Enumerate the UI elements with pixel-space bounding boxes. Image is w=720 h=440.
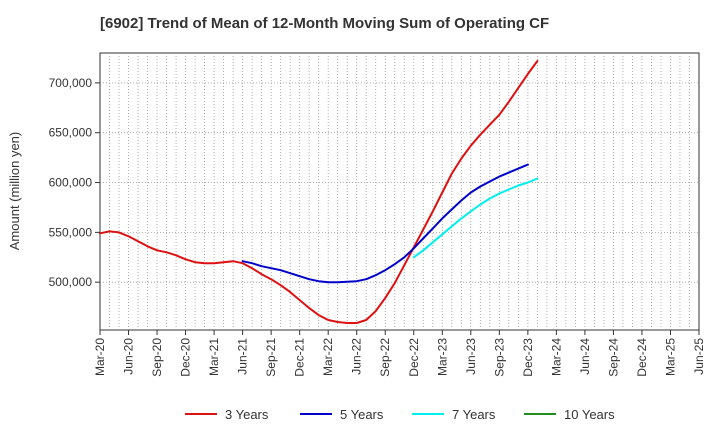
legend-label: 10 Years xyxy=(564,407,615,422)
x-tick-label: Sep-23 xyxy=(492,338,506,377)
x-tick-label: Dec-23 xyxy=(521,338,535,377)
x-tick-label: Mar-20 xyxy=(93,338,107,376)
x-tick-label: Jun-22 xyxy=(350,338,364,375)
x-tick-label: Mar-24 xyxy=(549,338,563,376)
x-tick-label: Jun-21 xyxy=(236,338,250,375)
x-tick-label: Jun-23 xyxy=(464,338,478,375)
x-tick-label: Sep-22 xyxy=(378,338,392,377)
x-tick-label: Sep-21 xyxy=(264,338,278,377)
y-tick-label: 700,000 xyxy=(49,76,93,90)
y-tick-label: 650,000 xyxy=(49,126,93,140)
x-tick-label: Mar-21 xyxy=(207,338,221,376)
y-tick-label: 500,000 xyxy=(49,275,93,289)
x-tick-label: Mar-25 xyxy=(663,338,677,376)
x-tick-label: Mar-23 xyxy=(435,338,449,376)
chart-title: [6902] Trend of Mean of 12-Month Moving … xyxy=(100,15,549,32)
legend: 3 Years 5 Years 7 Years 10 Years xyxy=(185,407,615,422)
series-line-5-years xyxy=(241,163,529,284)
legend-label: 7 Years xyxy=(452,407,496,422)
x-tick-label: Dec-22 xyxy=(407,338,421,377)
y-tick-label: 550,000 xyxy=(49,225,93,239)
series-line-3-years xyxy=(99,60,539,324)
x-tick-label: Sep-20 xyxy=(150,338,164,377)
x-tick-label: Dec-20 xyxy=(179,338,193,377)
x-tick-label: Sep-24 xyxy=(606,338,620,377)
grid-lines xyxy=(100,53,699,330)
x-tick-label: Jun-24 xyxy=(578,338,592,375)
legend-label: 5 Years xyxy=(340,407,384,422)
legend-label: 3 Years xyxy=(225,407,269,422)
x-tick-label: Jun-20 xyxy=(122,338,136,375)
y-axis-label: Amount (million yen) xyxy=(7,132,22,251)
series-line-7-years xyxy=(412,177,539,259)
plot-area xyxy=(99,52,700,331)
x-tick-label: Dec-24 xyxy=(635,338,649,377)
x-tick-label: Dec-21 xyxy=(293,338,307,377)
x-tick-label: Jun-25 xyxy=(692,338,706,375)
x-axis-ticks: Mar-20 Jun-20 Sep-20 Dec-20 Mar-21 Jun-21 Sep-… xyxy=(93,330,706,377)
x-tick-label: Mar-22 xyxy=(321,338,335,376)
y-tick-label: 600,000 xyxy=(49,176,93,190)
series-layer xyxy=(99,60,539,324)
y-axis-ticks: 500,000 550,000 600,000 650,000 700,000 xyxy=(49,76,100,289)
